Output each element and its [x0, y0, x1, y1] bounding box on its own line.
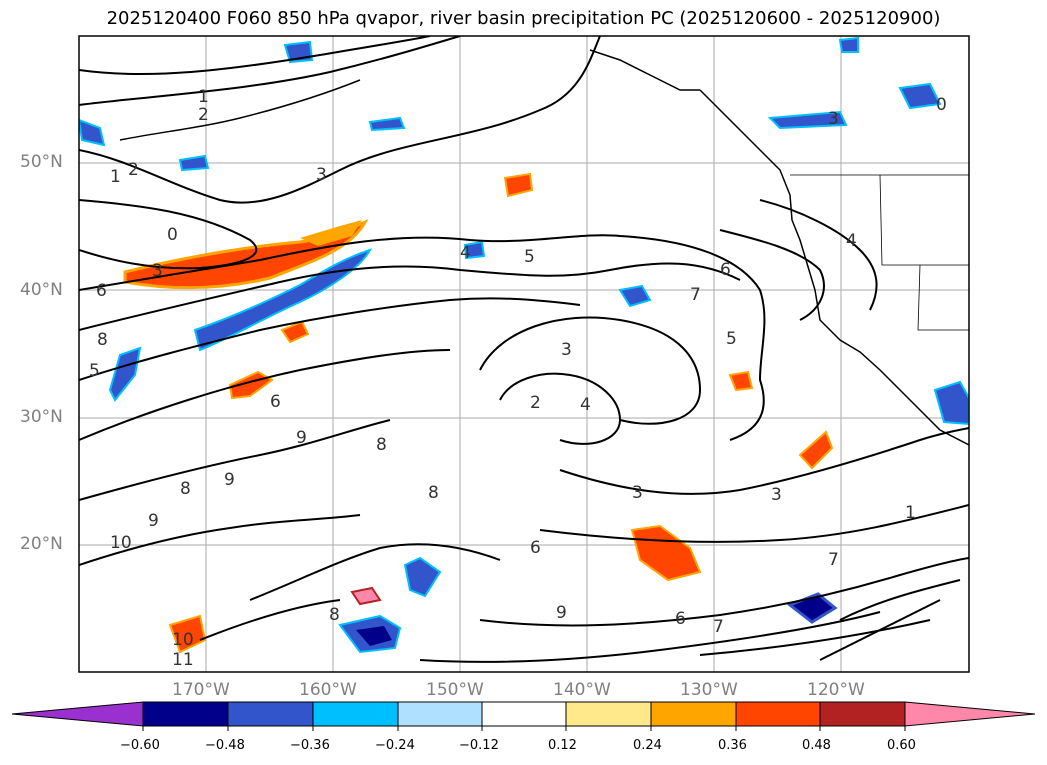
contour-label: 11 — [172, 650, 194, 670]
contour-label: 9 — [296, 428, 307, 448]
contour-label: 7 — [828, 550, 839, 570]
colorbar — [11, 701, 1036, 731]
map-content — [79, 36, 969, 672]
contour-label: 3 — [632, 483, 643, 503]
contour-label: 4 — [460, 243, 471, 263]
contour-label: 6 — [270, 392, 281, 412]
contour-label: 8 — [97, 330, 108, 350]
contour-label: 0 — [167, 225, 178, 245]
contour-label: 4 — [846, 231, 857, 251]
contour-label: 9 — [556, 603, 567, 623]
lon-label: 120°W — [807, 680, 865, 700]
lat-label: 30°N — [20, 407, 63, 427]
contour-labels: 1 2 1 2 0 3 3 4 5 6 7 5 3 2 4 3 3 6 8 9 … — [89, 87, 947, 670]
lon-label: 140°W — [553, 680, 611, 700]
colorbar-tick-label: 0.24 — [633, 738, 662, 753]
contour-label: 9 — [224, 470, 235, 490]
contour-label: 4 — [580, 395, 591, 415]
colorbar-tick-label: −0.48 — [205, 738, 245, 753]
colorbar-tick-label: 0.36 — [718, 738, 747, 753]
lon-label: 150°W — [426, 680, 484, 700]
colorbar-segment — [650, 701, 737, 727]
contour-label: 5 — [726, 329, 737, 349]
contour-label: 10 — [110, 533, 132, 553]
contour-label: 3 — [561, 340, 572, 360]
colorbar-segment — [11, 701, 144, 727]
coastline — [119, 49, 969, 446]
lon-label: 130°W — [680, 680, 738, 700]
contour-label: 6 — [530, 538, 541, 558]
lon-label: 160°W — [299, 680, 357, 700]
colorbar-segment — [819, 701, 906, 727]
colorbar-tick-label: −0.12 — [459, 738, 499, 753]
contour-label: 5 — [524, 247, 535, 267]
contour-label: 1 — [905, 503, 916, 523]
colorbar-segment — [312, 701, 399, 727]
colorbar-segment — [397, 701, 483, 727]
contour-label: 3 — [771, 485, 782, 505]
contour-label: 5 — [89, 361, 100, 381]
colorbar-segment — [227, 701, 314, 727]
contour-label: 6 — [675, 609, 686, 629]
lat-label: 50°N — [20, 152, 63, 172]
colorbar-tick-label: 0.48 — [802, 738, 831, 753]
contour-label: 2 — [198, 105, 209, 125]
lat-label: 20°N — [20, 534, 63, 554]
contour-label: 8 — [376, 435, 387, 455]
colorbar-segment — [142, 701, 229, 727]
contour-label: 3 — [828, 109, 839, 129]
contour-label: 7 — [690, 285, 701, 305]
qvapor-contours — [79, 36, 969, 663]
contour-label: 8 — [180, 479, 191, 499]
contour-label: 6 — [720, 260, 731, 280]
colorbar-segment — [904, 701, 1036, 727]
lon-label: 170°W — [172, 680, 230, 700]
colorbar-tick-label: −0.24 — [375, 738, 415, 753]
colorbar-segment — [565, 701, 652, 727]
colorbar-tick-label: −0.36 — [290, 738, 330, 753]
contour-label: 2 — [128, 160, 139, 180]
contour-label: 10 — [172, 630, 194, 650]
contour-label: 8 — [329, 605, 340, 625]
contour-label: 3 — [152, 261, 163, 281]
map-frame — [78, 35, 970, 673]
contour-label: 8 — [428, 483, 439, 503]
contour-label: 9 — [148, 511, 159, 531]
colorbar-tick-label: 0.60 — [887, 738, 916, 753]
colorbar-tick-label: 0.12 — [548, 738, 577, 753]
figure-title: 2025120400 F060 850 hPa qvapor, river ba… — [106, 8, 941, 29]
colorbar-tick-label: −0.60 — [120, 738, 160, 753]
contour-label: 1 — [110, 167, 121, 187]
colorbar-segment — [481, 701, 567, 727]
contour-label: 1 — [198, 87, 209, 107]
precip-fills — [79, 36, 969, 654]
contour-label: 2 — [530, 393, 541, 413]
colorbar-segment — [735, 701, 821, 727]
gridlines — [79, 36, 969, 672]
lat-label: 40°N — [20, 280, 63, 300]
contour-label: 6 — [96, 281, 107, 301]
contour-label: 0 — [936, 95, 947, 115]
contour-label: 3 — [316, 165, 327, 185]
contour-label: 7 — [713, 617, 724, 637]
